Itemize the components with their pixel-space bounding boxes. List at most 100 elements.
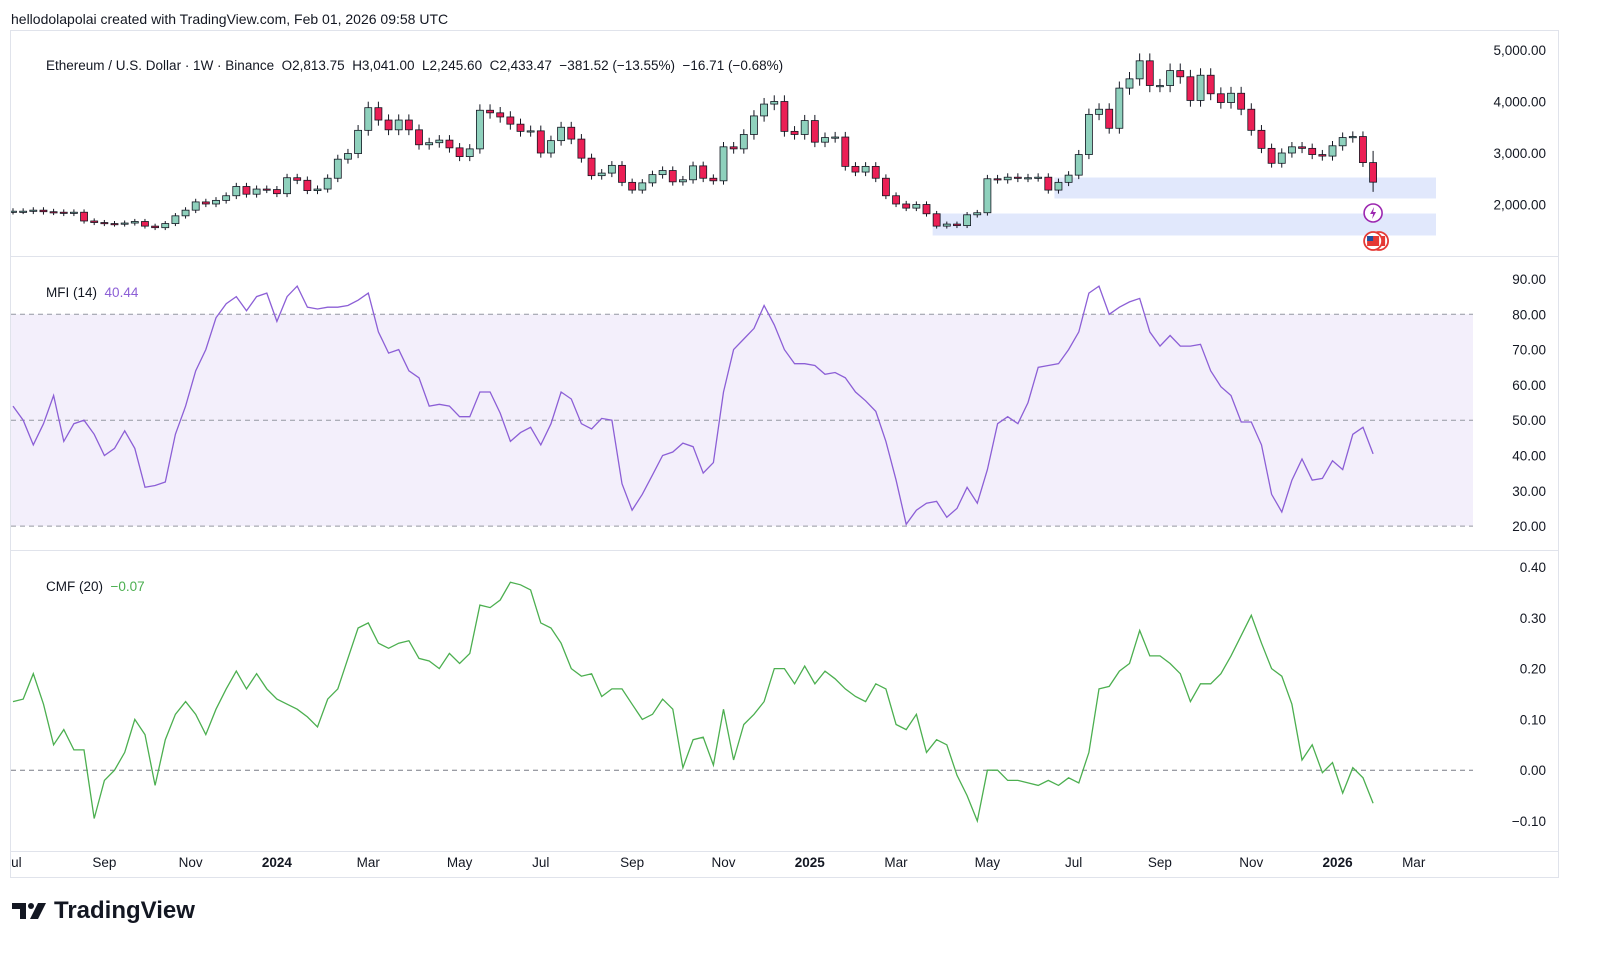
- candle-body: [942, 223, 951, 227]
- candle: [1054, 178, 1063, 194]
- candle-body: [212, 199, 220, 205]
- candle-body: [364, 107, 373, 131]
- candle-body: [191, 201, 200, 211]
- cmf-value: −0.07: [110, 579, 145, 594]
- candle-body: [679, 179, 687, 183]
- candle-body: [770, 101, 779, 105]
- candle-body: [496, 112, 505, 118]
- time-axis-label: Mar: [884, 855, 908, 870]
- candle-body: [1247, 108, 1256, 131]
- candle: [668, 166, 677, 186]
- candle-body: [892, 195, 900, 205]
- candle-body: [1288, 146, 1296, 154]
- candle: [364, 101, 373, 136]
- candle-body: [1135, 60, 1144, 80]
- candle-body: [1024, 177, 1032, 180]
- flag-canton: [1367, 236, 1374, 241]
- candle: [70, 209, 78, 217]
- candle: [120, 220, 129, 227]
- time-axis-label: May: [447, 855, 473, 870]
- mfi-line: [12, 284, 1374, 526]
- candle: [729, 141, 738, 154]
- candle: [232, 182, 241, 200]
- candle-body: [597, 172, 606, 177]
- candle-body: [871, 165, 880, 179]
- candle: [821, 132, 829, 148]
- candle-body: [1074, 154, 1083, 176]
- symbol-title[interactable]: Ethereum / U.S. Dollar · 1W · Binance: [46, 58, 275, 73]
- candle: [1074, 149, 1083, 180]
- time-axis-label: 2024: [262, 855, 293, 870]
- candle: [922, 201, 931, 217]
- cmf-axis-label: 0.10: [1520, 712, 1546, 727]
- candle-body: [130, 221, 139, 224]
- chart-canvas[interactable]: 5,000.00 4,000.00 3,000.00 2,000.00 90.00 80.…: [11, 31, 1558, 877]
- candle-body: [821, 137, 829, 143]
- candle-body: [567, 126, 576, 140]
- candle: [201, 198, 210, 208]
- candle-body: [232, 186, 241, 197]
- us-flag-event-icon: [1363, 231, 1389, 251]
- candle: [435, 135, 444, 148]
- candle-body: [1034, 176, 1043, 179]
- candle: [831, 131, 840, 143]
- cmf-legend: CMF (20) −0.07: [31, 564, 145, 609]
- candle: [262, 185, 271, 194]
- mfi-legend: MFI (14) 40.44: [31, 270, 138, 315]
- candle-body: [1237, 92, 1246, 110]
- candle-body: [303, 179, 312, 191]
- candle: [496, 106, 505, 123]
- candle: [272, 186, 281, 198]
- candle-body: [475, 109, 484, 150]
- candle: [882, 174, 890, 200]
- candle-body: [912, 204, 921, 209]
- candle: [800, 114, 809, 140]
- candle-body: [323, 177, 332, 190]
- candle-body: [1085, 113, 1093, 155]
- candle-body: [404, 119, 413, 131]
- time-axis-label: May: [975, 855, 1001, 870]
- candle-body: [120, 222, 129, 225]
- candle-body: [922, 204, 931, 215]
- mfi-axis-label: 30.00: [1512, 484, 1546, 499]
- price-change-secondary: −16.71 (−0.68%): [682, 58, 784, 73]
- cmf-axis-label: 0.00: [1520, 763, 1546, 778]
- candle: [242, 182, 251, 198]
- candle-body: [699, 165, 708, 179]
- candle: [415, 124, 423, 150]
- candle-body: [800, 120, 809, 135]
- candle: [283, 173, 291, 198]
- ohlc-low: L2,245.60: [422, 58, 483, 73]
- candle-body: [374, 107, 383, 121]
- candle: [404, 114, 413, 136]
- time-axis-label: Jul: [532, 855, 549, 870]
- cmf-axis-label: 0.30: [1520, 611, 1546, 626]
- candle-body: [80, 211, 88, 222]
- candle: [699, 161, 708, 183]
- candle: [1186, 69, 1195, 107]
- candle-body: [1206, 74, 1215, 95]
- candle: [1267, 143, 1276, 168]
- candle-body: [618, 164, 626, 183]
- chart-frame[interactable]: 5,000.00 4,000.00 3,000.00 2,000.00 90.00 80.…: [10, 30, 1559, 878]
- candle: [719, 141, 728, 185]
- mfi-label[interactable]: MFI (14): [46, 285, 98, 300]
- candle: [1044, 173, 1053, 194]
- cmf-label[interactable]: CMF (20): [46, 579, 104, 594]
- candle: [526, 125, 535, 137]
- candle-body: [1095, 108, 1103, 115]
- candle-body: [1145, 60, 1154, 86]
- candle-body: [384, 119, 393, 131]
- candle-body: [1054, 181, 1063, 191]
- logo-text: TradingView: [54, 897, 195, 924]
- candle-body: [760, 103, 768, 117]
- candle-body: [19, 210, 28, 213]
- candle: [39, 207, 48, 215]
- candle: [333, 154, 342, 183]
- candle-body: [739, 134, 748, 150]
- candle: [486, 104, 494, 119]
- candle: [1328, 140, 1337, 161]
- cmf-axis-label: 0.40: [1520, 560, 1546, 575]
- candle: [942, 221, 951, 229]
- candle: [171, 213, 180, 227]
